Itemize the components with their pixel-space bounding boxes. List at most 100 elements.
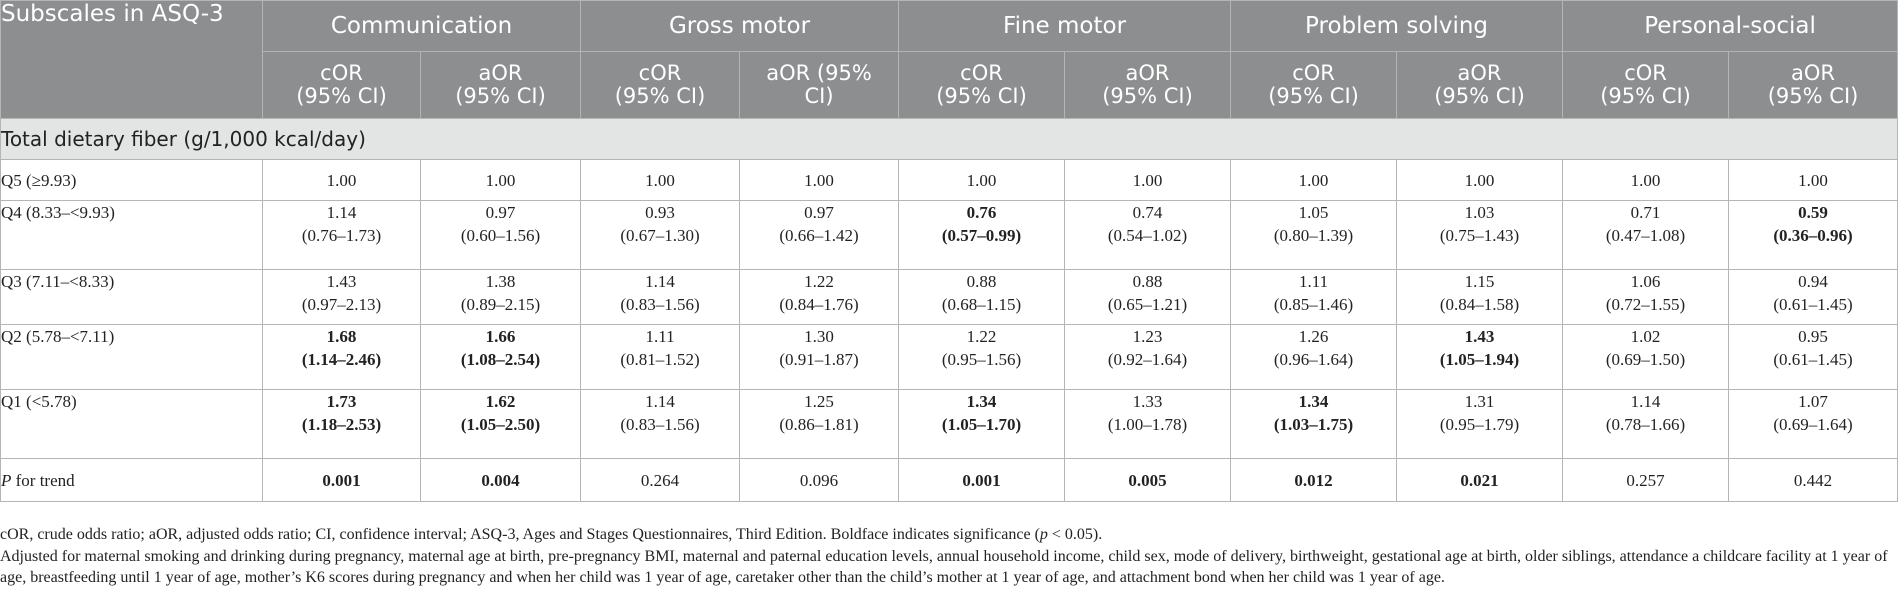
- table-cell: 0.012: [1230, 458, 1398, 502]
- cell-estimate: 1.07: [1798, 392, 1828, 411]
- col-header-aor-l2: (95% CI): [1767, 84, 1859, 108]
- table-cell: 1.34 (1.05–1.70): [898, 389, 1066, 459]
- table-footnotes: cOR, crude odds ratio; aOR, adjusted odd…: [0, 524, 1897, 588]
- header-row-groups: Subscales in ASQ-3 Communication Gross m…: [0, 0, 1899, 119]
- row-label: Q2 (5.78–<7.11): [0, 324, 263, 390]
- row-label: Q4 (8.33–<9.93): [0, 200, 263, 270]
- cell-estimate: 1.30: [804, 327, 834, 346]
- cell-estimate: 0.257: [1626, 470, 1665, 490]
- row-label-rest: for trend: [11, 470, 75, 490]
- cell-confidence-interval: (0.83–1.56): [620, 295, 700, 314]
- table-cell: 0.76 (0.57–0.99): [898, 200, 1066, 270]
- odds-ratio-table: Subscales in ASQ-3 Communication Gross m…: [0, 0, 1899, 502]
- cell-estimate: 0.71: [1630, 203, 1661, 222]
- col-header-cor-l2: (95% CI): [1600, 84, 1691, 108]
- cell-confidence-interval: (0.95–1.79): [1439, 415, 1520, 434]
- table-cell: 1.22 (0.84–1.76): [739, 269, 900, 325]
- corner-header: Subscales in ASQ-3: [0, 0, 263, 119]
- footnote-adjustment: Adjusted for maternal smoking and drinki…: [0, 548, 1888, 586]
- table-cell: 0.95 (0.61–1.45): [1728, 324, 1899, 390]
- footnote-abbreviations: cOR, crude odds ratio; aOR, adjusted odd…: [0, 524, 1897, 545]
- col-header-aor: aOR (95% CI): [739, 51, 900, 119]
- cell-confidence-interval: (0.78–1.66): [1605, 415, 1686, 434]
- table-cell: 0.74 (0.54–1.02): [1064, 200, 1232, 270]
- table-cell: 0.88 (0.65–1.21): [1064, 269, 1232, 325]
- row-label-italic: P: [1, 470, 12, 490]
- table-cell: 0.096: [739, 458, 900, 502]
- table-cell: 1.43 (1.05–1.94): [1396, 324, 1564, 390]
- col-header-aor-l2: CI): [804, 84, 834, 108]
- cell-confidence-interval: (0.75–1.43): [1439, 226, 1520, 245]
- cell-confidence-interval: (0.84–1.76): [779, 295, 859, 314]
- table-cell: 0.59 (0.36–0.96): [1728, 200, 1899, 270]
- cell-confidence-interval: (1.05–2.50): [460, 415, 541, 434]
- cell-estimate: 1.14: [645, 272, 675, 291]
- table-cell: 1.34 (1.03–1.75): [1230, 389, 1398, 459]
- cell-estimate: 1.38: [485, 272, 516, 291]
- cell-confidence-interval: (1.05–1.94): [1439, 350, 1520, 369]
- cell-confidence-interval: (0.89–2.15): [460, 295, 541, 314]
- group-header-gross-motor: Gross motor: [580, 0, 900, 52]
- table-cell: 0.97 (0.66–1.42): [739, 200, 900, 270]
- table-cell: 1.00: [580, 159, 741, 201]
- cell-estimate: 0.012: [1294, 470, 1333, 490]
- cell-estimate: 1.23: [1132, 327, 1163, 346]
- cell-estimate: 0.93: [645, 203, 675, 222]
- cell-estimate: 1.14: [1630, 392, 1661, 411]
- table-cell: 1.25 (0.86–1.81): [739, 389, 900, 459]
- row-label: P for trend: [0, 458, 263, 502]
- cell-confidence-interval: (0.54–1.02): [1107, 226, 1188, 245]
- table-cell: 1.00: [1230, 159, 1398, 201]
- cell-estimate: 1.00: [804, 170, 834, 190]
- table-cell: 1.05 (0.80–1.39): [1230, 200, 1398, 270]
- cell-estimate: 1.62: [485, 392, 516, 411]
- section-row: Total dietary fiber (g/1,000 kcal/day): [0, 118, 1899, 160]
- cell-confidence-interval: (0.36–0.96): [1773, 226, 1853, 245]
- table-row: Q2 (5.78–<7.11) 1.68 (1.14–2.46) 1.66 (1.08–…: [0, 324, 1899, 390]
- cell-confidence-interval: (0.67–1.30): [620, 226, 700, 245]
- table-cell: 1.11 (0.81–1.52): [580, 324, 741, 390]
- cell-estimate: 0.97: [485, 203, 516, 222]
- table-cell: 0.001: [898, 458, 1066, 502]
- cell-confidence-interval: (0.66–1.42): [779, 226, 859, 245]
- col-header-aor-l1: aOR: [1457, 61, 1502, 85]
- table-cell: 1.22 (0.95–1.56): [898, 324, 1066, 390]
- table-cell: 0.93 (0.67–1.30): [580, 200, 741, 270]
- table-cell: 1.14 (0.83–1.56): [580, 269, 741, 325]
- col-header-aor-l2: (95% CI): [455, 84, 546, 108]
- cell-confidence-interval: (0.76–1.73): [301, 226, 382, 245]
- table-row: Q4 (8.33–<9.93) 1.14 (0.76–1.73) 0.97 (0.60–…: [0, 200, 1899, 270]
- table-cell: 0.001: [262, 458, 421, 502]
- cell-estimate: 1.03: [1464, 203, 1495, 222]
- cell-estimate: 0.59: [1798, 203, 1828, 222]
- table-cell: 1.00: [1728, 159, 1899, 201]
- cell-estimate: 1.31: [1464, 392, 1495, 411]
- cell-estimate: 1.66: [485, 327, 516, 346]
- cell-estimate: 1.33: [1132, 392, 1163, 411]
- table-cell: 0.264: [580, 458, 741, 502]
- col-header-cor-l1: cOR: [320, 61, 363, 85]
- table-cell: 1.62 (1.05–2.50): [419, 389, 582, 459]
- cell-estimate: 1.00: [1798, 170, 1828, 190]
- table-cell: 1.00: [1064, 159, 1232, 201]
- cell-estimate: 0.005: [1128, 470, 1167, 490]
- table-cell: 1.00: [1562, 159, 1730, 201]
- cell-estimate: 0.096: [799, 470, 839, 490]
- col-header-aor-l1: aOR: [1125, 61, 1170, 85]
- cell-estimate: 1.43: [326, 272, 357, 291]
- cell-estimate: 0.74: [1132, 203, 1163, 222]
- table-cell: 1.66 (1.08–2.54): [419, 324, 582, 390]
- cell-confidence-interval: (0.57–0.99): [941, 226, 1022, 245]
- cell-confidence-interval: (0.95–1.56): [941, 350, 1022, 369]
- col-header-cor: cOR (95% CI): [1230, 51, 1398, 119]
- cell-estimate: 1.00: [1630, 170, 1661, 190]
- col-header-cor: cOR (95% CI): [1562, 51, 1730, 119]
- cell-estimate: 0.76: [966, 203, 997, 222]
- table-cell: 1.06 (0.72–1.55): [1562, 269, 1730, 325]
- row-label: Q3 (7.11–<8.33): [0, 269, 263, 325]
- col-header-aor-l2: (95% CI): [1434, 84, 1525, 108]
- cell-estimate: 1.22: [966, 327, 997, 346]
- table-cell: 1.14 (0.78–1.66): [1562, 389, 1730, 459]
- cell-confidence-interval: (0.69–1.50): [1605, 350, 1686, 369]
- table-cell: 1.02 (0.69–1.50): [1562, 324, 1730, 390]
